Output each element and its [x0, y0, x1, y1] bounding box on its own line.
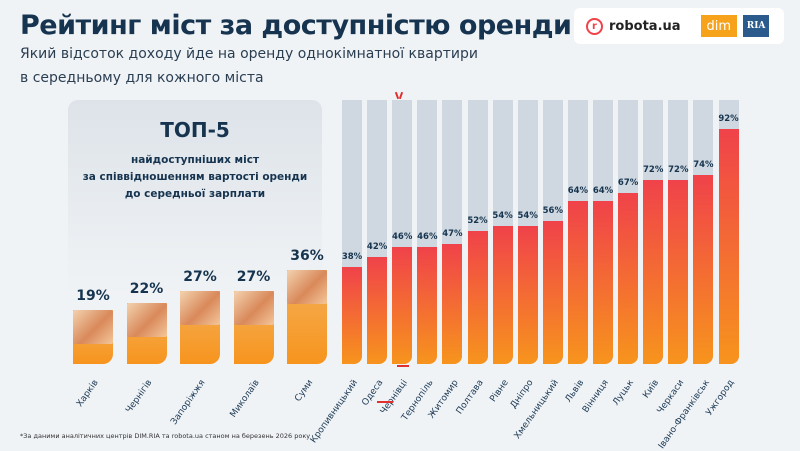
value-label: 27% [183, 269, 217, 286]
top5-desc-line: найдоступніших міст [130, 154, 260, 166]
category-label: Рівне [488, 378, 511, 405]
room-illustration-icon [287, 269, 327, 304]
bar-track-Рівне [492, 100, 513, 364]
room-illustration-icon [73, 310, 113, 345]
category-label: Суми [292, 378, 316, 404]
category-label: Харків [75, 378, 102, 409]
annotation-mark [397, 365, 409, 367]
bar-Житомир [442, 244, 463, 364]
bar-Львів [567, 200, 588, 364]
bar-Чернігів [126, 303, 167, 364]
category-label: Чернігів [124, 378, 155, 416]
value-label: 54% [517, 211, 538, 222]
value-label: 72% [668, 165, 689, 176]
bar-Дніпро [517, 226, 538, 364]
subtitle-line-2: в середньому для кожного міста [20, 70, 264, 86]
bar-Хмельницький [542, 221, 563, 364]
value-label: 46% [392, 231, 413, 242]
page-title: Рейтинг міст за доступністю оренди [20, 10, 572, 41]
bar-Тернопіль [417, 246, 438, 364]
top5-panel: ТОП-5 найдоступніших міст за співвідноше… [68, 100, 322, 300]
value-label: 67% [617, 178, 639, 189]
room-illustration-icon [126, 303, 167, 338]
value-label: 72% [643, 165, 664, 176]
robota-logo-text: robota.ua [609, 18, 681, 34]
bar-track-Львів [567, 100, 588, 364]
value-label: 92% [718, 114, 739, 125]
bar-track-Вінниця [593, 100, 613, 364]
category-label: Кропивницький [308, 378, 361, 446]
bar-track-Тернопіль [417, 100, 438, 364]
bar-track-Київ [643, 100, 664, 364]
room-illustration-icon [233, 291, 274, 326]
bar-track-Одеса [367, 100, 388, 364]
value-label: 56% [542, 206, 563, 217]
value-label: 46% [417, 231, 438, 242]
logos: r robota.ua dim RIA [574, 8, 784, 44]
bar-track-Полтава [467, 100, 488, 364]
value-label: 74% [693, 160, 714, 171]
value-label: 64% [567, 185, 589, 196]
annotation-mark [377, 401, 393, 403]
bar-track-Чернівці [392, 100, 413, 364]
top5-heading: ТОП-5 [160, 118, 230, 142]
bar-track-Дніпро [517, 100, 538, 364]
value-label: 52% [467, 216, 488, 227]
category-label: Одеса [360, 378, 386, 408]
value-label: 47% [442, 229, 463, 240]
category-label: Луцьк [611, 378, 637, 408]
category-label: Запоріжжя [169, 378, 209, 427]
value-label: 38% [341, 252, 363, 263]
value-label: 22% [129, 281, 164, 298]
room-illustration-icon [180, 291, 220, 326]
bar-track-Хмельницький [542, 100, 563, 364]
value-label: 42% [366, 241, 388, 252]
bar-Вінниця [593, 200, 613, 364]
bar-Ужгород [718, 129, 739, 364]
bar-Київ [643, 180, 664, 364]
top5-desc-line: за співвідношенням вартості оренди [82, 171, 308, 183]
robota-logo-icon: r [586, 17, 603, 35]
category-label: Львів [563, 378, 587, 405]
bar-Харків [73, 310, 113, 364]
ria-logo: RIA [743, 15, 770, 37]
bar-track-Івано-Франківськ [693, 100, 714, 364]
category-label: Миколаїв [228, 378, 262, 420]
bar-track-Кропивницький [342, 100, 362, 364]
bar-Черкаси [668, 180, 689, 364]
annotation-mark [398, 91, 404, 100]
bar-Суми [287, 269, 327, 364]
bar-track-Ужгород [718, 100, 739, 364]
bar-Чернівці [392, 246, 413, 364]
bar-Миколаїв [233, 291, 274, 364]
bar-Луцьк [618, 193, 639, 364]
footnote: *За даними аналітичних центрів DIM.RIA т… [20, 432, 311, 440]
top5-desc-line: до середньої зарплати [124, 188, 266, 200]
bar-Рівне [492, 226, 513, 364]
value-label: 19% [76, 288, 110, 305]
bar-track-Луцьк [618, 100, 639, 364]
value-label: 64% [592, 185, 614, 196]
value-label: 36% [290, 247, 324, 264]
top5-description: найдоступніших міст за співвідношенням в… [68, 152, 322, 203]
category-label: Київ [641, 378, 662, 401]
bar-track-Черкаси [668, 100, 689, 364]
dim-logo: dim [700, 15, 738, 37]
category-label: Дніпро [508, 378, 536, 411]
value-label: 54% [492, 211, 513, 222]
bar-track-Житомир [442, 100, 463, 364]
bar-Кропивницький [342, 267, 362, 364]
value-label: 27% [236, 269, 271, 286]
bar-Одеса [367, 256, 388, 364]
bar-Запоріжжя [180, 291, 220, 364]
bar-Івано-Франківськ [693, 175, 714, 364]
subtitle-line-1: Який відсоток доходу йде на оренду однок… [20, 46, 478, 62]
bar-Полтава [467, 231, 488, 364]
